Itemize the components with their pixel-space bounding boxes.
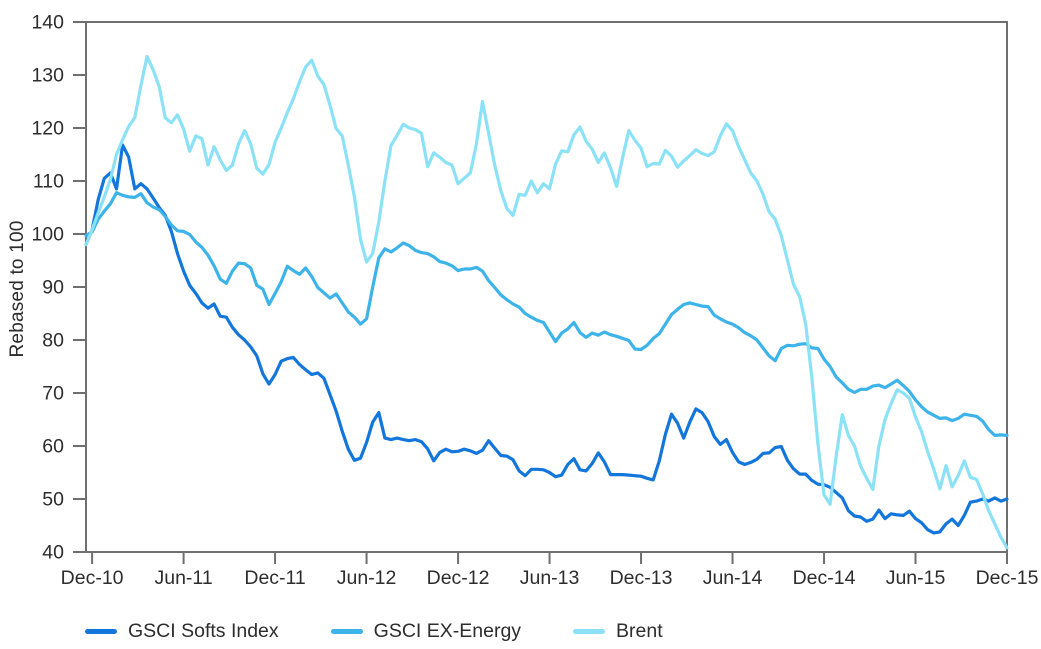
legend-label: GSCI EX-Energy [373,620,522,642]
x-axis-tick-label: Jun-11 [154,567,212,589]
y-axis-tick-label: 80 [42,330,64,352]
y-axis-label: Rebased to 100 [7,220,28,358]
x-axis-tick-label: Dec-11 [244,567,305,589]
series-line-gsci-ex-energy [84,191,1009,437]
x-axis-tick-label: Jun-12 [337,567,397,589]
series-line-brent [84,54,1009,550]
legend-line-icon [330,629,363,634]
series-line-gsci-softs-index [84,143,1009,535]
y-axis-tick-label: 130 [31,65,64,87]
x-axis-tick-label: Jun-13 [520,567,580,589]
y-axis-tick-label: 120 [31,118,64,140]
x-axis-tick-label: Jun-15 [886,567,946,589]
legend-item-gsci-ex-energy: GSCI EX-Energy [330,620,522,643]
y-axis-tick-label: 70 [42,383,64,405]
legend-label: Brent [616,620,663,642]
legend-line-icon [573,629,606,634]
legend-item-brent: Brent [573,620,663,643]
plot-frame [85,21,1008,553]
x-axis-tick-label: Dec-14 [793,567,856,589]
y-axis-tick-label: 40 [42,542,64,564]
y-axis-tick-label: 140 [31,12,64,34]
y-axis-tick-label: 60 [42,436,64,458]
chart-legend: GSCI Softs Index GSCI EX-Energy Brent [85,620,663,643]
x-axis-tick-label: Jun-14 [703,567,763,589]
legend-label: GSCI Softs Index [128,620,279,642]
y-axis-tick-label: 110 [33,171,64,193]
x-axis-tick-label: Dec-10 [61,567,124,589]
x-axis-tick-label: Dec-13 [610,567,673,589]
y-axis-tick-label: 90 [42,277,64,299]
x-axis-tick-label: Dec-12 [427,567,490,589]
y-axis-tick-label: 100 [31,224,64,246]
legend-line-icon [85,629,117,634]
legend-item-gsci-softs-index: GSCI Softs Index [85,620,279,643]
y-axis-tick-label: 50 [42,489,64,511]
x-axis-tick-label: Dec-15 [976,567,1039,589]
